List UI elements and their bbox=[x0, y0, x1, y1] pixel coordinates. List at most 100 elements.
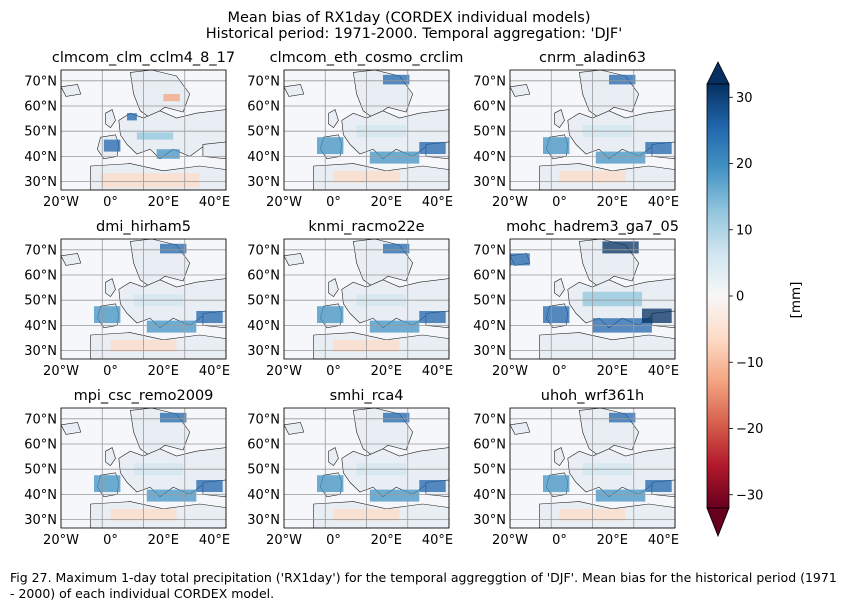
bias-patch bbox=[543, 137, 570, 154]
lat-tick-label: 60°N bbox=[24, 100, 57, 115]
panel-title: dmi_hirham5 bbox=[96, 219, 191, 235]
bias-patch bbox=[146, 320, 197, 333]
map-frame bbox=[509, 407, 676, 529]
lon-tick-label: 40°E bbox=[648, 195, 679, 210]
lat-tick-label: 50°N bbox=[24, 294, 57, 309]
lon-tick-label: 20°W bbox=[266, 533, 302, 548]
bias-patch bbox=[127, 113, 137, 121]
coastline bbox=[328, 278, 339, 298]
lon-tick-label: 0° bbox=[552, 533, 567, 548]
lat-tick-label: 30°N bbox=[24, 175, 57, 190]
bias-patch bbox=[94, 306, 121, 323]
lat-tick-label: 40°N bbox=[473, 150, 506, 165]
lat-tick-label: 60°N bbox=[24, 269, 57, 284]
map-frame bbox=[60, 69, 227, 191]
bias-patch bbox=[383, 412, 410, 423]
lat-tick-label: 50°N bbox=[24, 463, 57, 478]
colorbar: 30 20 10 0 −10 −20 −30 [mm] bbox=[706, 61, 804, 538]
lat-tick-label: 50°N bbox=[473, 294, 506, 309]
coastline bbox=[554, 447, 565, 467]
lon-tick-label: 20°W bbox=[492, 533, 528, 548]
coastline bbox=[283, 253, 305, 266]
panel-title: cnrm_aladin63 bbox=[539, 50, 646, 66]
lat-tick-label: 50°N bbox=[473, 463, 506, 478]
bias-patch bbox=[419, 311, 446, 323]
lat-tick-label: 60°N bbox=[473, 269, 506, 284]
lon-tick-label: 20°E bbox=[371, 533, 402, 548]
lat-tick-label: 70°N bbox=[247, 74, 280, 89]
coastline bbox=[60, 253, 82, 266]
lon-tick-label: 20°E bbox=[371, 364, 402, 379]
lon-tick-label: 40°E bbox=[648, 364, 679, 379]
lat-tick-label: 50°N bbox=[247, 294, 280, 309]
lat-tick-label: 70°N bbox=[473, 243, 506, 258]
lat-tick-label: 70°N bbox=[24, 243, 57, 258]
lon-tick-label: 40°E bbox=[648, 533, 679, 548]
lat-tick-label: 30°N bbox=[247, 175, 280, 190]
colorbar-extend-top bbox=[706, 61, 730, 85]
lon-tick-label: 40°E bbox=[422, 533, 453, 548]
bias-patch bbox=[317, 137, 344, 154]
bias-patch bbox=[163, 94, 180, 102]
coastline bbox=[328, 447, 339, 467]
lon-tick-label: 20°E bbox=[597, 364, 628, 379]
figure: Mean bias of RX1day (CORDEX individual m… bbox=[24, 10, 804, 548]
lon-tick-label: 40°E bbox=[199, 533, 230, 548]
lon-tick-label: 20°E bbox=[597, 195, 628, 210]
lon-tick-label: 0° bbox=[103, 364, 118, 379]
lat-tick-label: 70°N bbox=[247, 412, 280, 427]
colorbar-label: [mm] bbox=[788, 282, 804, 319]
lon-tick-label: 40°E bbox=[199, 364, 230, 379]
coastline bbox=[105, 109, 116, 129]
lat-tick-label: 50°N bbox=[247, 463, 280, 478]
figure-caption: Fig 27. Maximum 1-day total precipitatio… bbox=[10, 570, 840, 602]
colorbar-tick-label: 20 bbox=[736, 157, 753, 172]
bias-patch bbox=[642, 308, 672, 323]
bias-patch bbox=[543, 475, 570, 492]
lat-tick-label: 70°N bbox=[473, 74, 506, 89]
bias-patch bbox=[160, 243, 187, 254]
lat-tick-label: 40°N bbox=[247, 488, 280, 503]
coastline bbox=[554, 278, 565, 298]
coastline bbox=[509, 84, 531, 97]
colorbar-extend-bottom bbox=[706, 507, 730, 538]
bias-patch bbox=[582, 291, 642, 307]
coastline bbox=[105, 278, 116, 298]
map-panel: cnrm_aladin63 70°N 60°N 50°N 40°N 30°N 20°W 0° 2… bbox=[473, 50, 679, 210]
lon-tick-label: 20°E bbox=[148, 533, 179, 548]
lon-tick-label: 0° bbox=[326, 533, 341, 548]
lat-tick-label: 70°N bbox=[24, 74, 57, 89]
lon-tick-label: 20°E bbox=[371, 195, 402, 210]
panel-title: smhi_rca4 bbox=[330, 388, 404, 404]
map-panel: mpi_csc_remo2009 70°N 60°N 50°N 40°N 30°N 20°W… bbox=[24, 388, 230, 548]
lat-tick-label: 70°N bbox=[24, 412, 57, 427]
bias-patch bbox=[196, 480, 223, 492]
coastline bbox=[60, 422, 82, 435]
bias-patch bbox=[645, 142, 672, 154]
lat-tick-label: 30°N bbox=[247, 344, 280, 359]
lat-tick-label: 60°N bbox=[247, 100, 280, 115]
lat-tick-label: 60°N bbox=[473, 100, 506, 115]
lon-tick-label: 0° bbox=[552, 364, 567, 379]
lon-tick-label: 20°E bbox=[148, 195, 179, 210]
colorbar-body bbox=[706, 83, 730, 509]
bias-patch bbox=[510, 253, 530, 266]
colorbar-tick-label: 30 bbox=[736, 91, 753, 106]
lat-tick-label: 30°N bbox=[473, 175, 506, 190]
map-frame bbox=[283, 238, 450, 360]
map-frame bbox=[283, 407, 450, 529]
lat-tick-label: 40°N bbox=[24, 319, 57, 334]
lat-tick-label: 60°N bbox=[24, 438, 57, 453]
bias-patch bbox=[160, 412, 187, 423]
coastline bbox=[60, 84, 82, 97]
bias-patch bbox=[369, 151, 420, 164]
coastline bbox=[105, 447, 116, 467]
lat-tick-label: 40°N bbox=[24, 150, 57, 165]
lat-tick-label: 30°N bbox=[473, 344, 506, 359]
panel-title: uhoh_wrf361h bbox=[541, 388, 644, 404]
lat-tick-label: 60°N bbox=[247, 269, 280, 284]
lat-tick-label: 70°N bbox=[247, 243, 280, 258]
panel-title: clmcom_eth_cosmo_crclim bbox=[270, 50, 464, 66]
bias-patch bbox=[156, 149, 180, 159]
lon-tick-label: 20°W bbox=[492, 195, 528, 210]
